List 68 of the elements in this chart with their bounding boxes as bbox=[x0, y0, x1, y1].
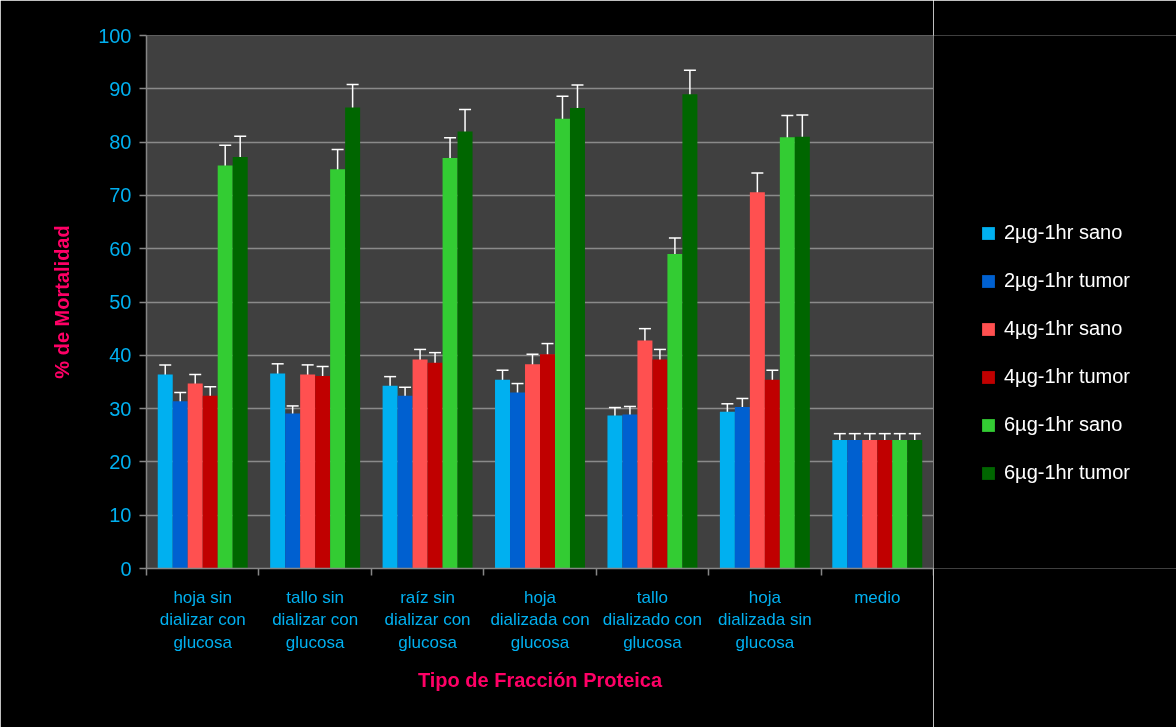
x-tick-label: raíz sin dializar con glucosa bbox=[384, 587, 471, 653]
bar bbox=[510, 392, 526, 569]
bar bbox=[540, 354, 555, 569]
bar bbox=[232, 157, 248, 569]
y-tick-label: 30 bbox=[109, 397, 132, 420]
bar bbox=[554, 118, 570, 569]
bar bbox=[330, 169, 346, 569]
bar bbox=[667, 254, 683, 569]
y-tick-label: 70 bbox=[109, 184, 132, 207]
bar bbox=[719, 411, 735, 569]
bar bbox=[172, 401, 188, 569]
bar bbox=[315, 376, 331, 569]
bar bbox=[569, 107, 585, 569]
bar bbox=[217, 165, 233, 569]
legend-label: 2µg-1hr sano bbox=[1004, 221, 1123, 244]
legend-label: 6µg-1hr sano bbox=[1004, 413, 1123, 436]
bar bbox=[892, 440, 908, 569]
bar bbox=[682, 94, 698, 569]
bar bbox=[382, 385, 398, 569]
legend-label: 6µg-1hr tumor bbox=[1004, 461, 1131, 484]
bar bbox=[847, 440, 863, 569]
bar bbox=[457, 131, 473, 569]
bar bbox=[412, 359, 428, 569]
bar bbox=[779, 137, 795, 569]
bar bbox=[622, 414, 638, 569]
y-tick-label: 50 bbox=[109, 291, 132, 313]
y-tick-label: 40 bbox=[109, 344, 132, 367]
bar bbox=[202, 395, 218, 569]
bar bbox=[187, 383, 203, 569]
bar bbox=[495, 379, 511, 569]
bar bbox=[637, 340, 653, 569]
bar bbox=[832, 440, 848, 569]
x-tick-label: hoja sin dializar con glucosa bbox=[159, 587, 246, 653]
bar bbox=[157, 374, 173, 569]
y-tick-label: 90 bbox=[109, 77, 132, 100]
bar bbox=[525, 364, 540, 569]
x-tick-label: medio bbox=[854, 587, 901, 607]
legend-label: 4µg-1hr sano bbox=[1004, 317, 1123, 340]
bar bbox=[442, 158, 458, 569]
y-tick-label: 100 bbox=[98, 24, 132, 47]
bar bbox=[427, 362, 443, 569]
bar bbox=[907, 440, 923, 569]
bar bbox=[652, 359, 668, 569]
y-tick-label: 60 bbox=[109, 237, 132, 260]
legend-label: 4µg-1hr tumor bbox=[1004, 365, 1131, 388]
x-axis-title: Tipo de Fracción Proteica bbox=[417, 669, 663, 692]
bar bbox=[862, 440, 878, 569]
bar bbox=[794, 136, 810, 569]
bar bbox=[345, 107, 361, 569]
bar bbox=[607, 415, 623, 569]
bar bbox=[749, 192, 765, 569]
bar bbox=[877, 440, 893, 569]
bar bbox=[270, 373, 286, 569]
y-tick-label: 80 bbox=[109, 131, 132, 154]
x-tick-label: hoja dializada sin glucosa bbox=[718, 587, 812, 653]
bar bbox=[764, 379, 780, 569]
bar bbox=[285, 413, 301, 569]
x-tick-label: tallo sin dializar con glucosa bbox=[272, 587, 359, 653]
y-axis-title: % de Mortalidad bbox=[51, 225, 74, 379]
y-tick-label: 10 bbox=[109, 504, 132, 527]
y-tick-label: 20 bbox=[109, 450, 132, 473]
bar bbox=[397, 395, 413, 569]
x-tick-label: tallo dializado con glucosa bbox=[602, 587, 703, 653]
bar bbox=[734, 407, 750, 569]
legend-label: 2µg-1hr tumor bbox=[1004, 269, 1131, 292]
y-tick-label: 0 bbox=[120, 557, 132, 580]
x-tick-label: hoja dializada con glucosa bbox=[490, 587, 590, 653]
bar bbox=[300, 374, 316, 569]
